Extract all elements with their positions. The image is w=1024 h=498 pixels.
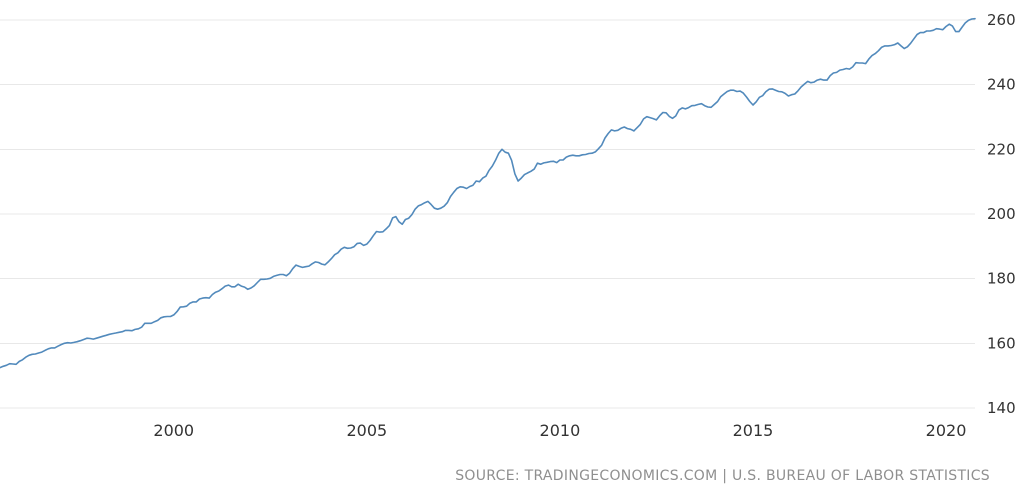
svg-text:2020: 2020 — [926, 421, 967, 440]
svg-text:260: 260 — [987, 11, 1016, 29]
cpi-line-series[interactable] — [0, 17, 976, 369]
svg-text:200: 200 — [987, 205, 1016, 223]
svg-text:140: 140 — [987, 399, 1016, 417]
svg-text:220: 220 — [987, 140, 1016, 158]
source-attribution: SOURCE: TRADINGECONOMICS.COM | U.S. BURE… — [455, 468, 990, 484]
svg-text:180: 180 — [987, 270, 1016, 288]
svg-text:2000: 2000 — [153, 421, 194, 440]
gridlines — [0, 19, 975, 409]
svg-text:240: 240 — [987, 76, 1016, 94]
svg-text:160: 160 — [987, 334, 1016, 352]
x-axis-labels: 2000 2005 2010 2015 2020 — [153, 421, 966, 440]
svg-text:2015: 2015 — [733, 421, 774, 440]
y-axis-labels: 140 160 180 200 220 240 260 — [987, 11, 1016, 417]
svg-text:2005: 2005 — [346, 421, 387, 440]
svg-text:2010: 2010 — [540, 421, 581, 440]
